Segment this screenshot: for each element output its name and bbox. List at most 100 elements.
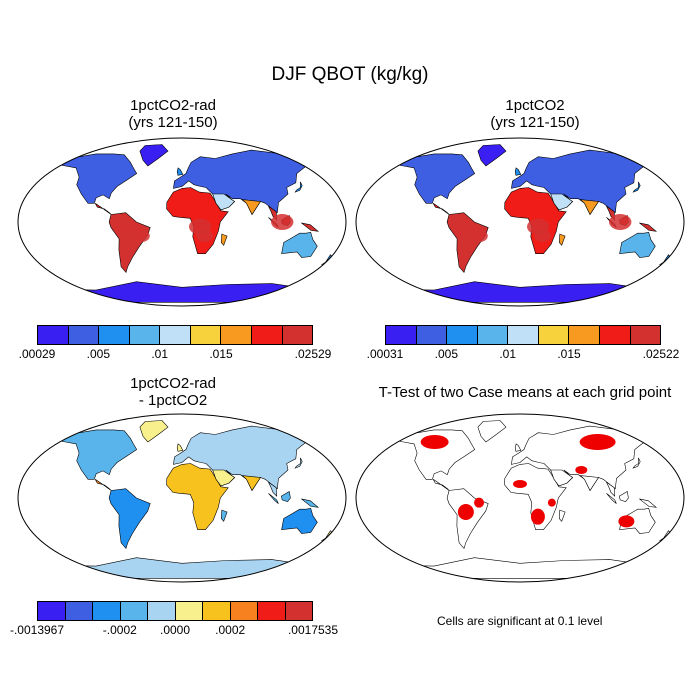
colorbar-panel-3 [37, 601, 313, 621]
significant-cells [530, 508, 545, 525]
landmass-borneo [618, 491, 629, 503]
map-panel-3-difference [17, 413, 347, 583]
colorbar-swatch [599, 326, 631, 344]
colorbar-swatch [230, 602, 258, 620]
colorbar-tick-label: .02529 [294, 347, 332, 361]
map-border [17, 413, 347, 583]
colorbar-swatch [38, 602, 66, 620]
landmass-india [241, 475, 262, 492]
landmass-northAmerica [55, 429, 138, 480]
landmass-australia [281, 231, 318, 258]
landmass-newGuinea [301, 222, 320, 232]
colorbar-swatch [120, 602, 148, 620]
landmass-uk [176, 443, 184, 452]
landmass-northAmerica [55, 153, 138, 204]
landmass-japan [294, 181, 303, 193]
landmass-northAmerica [393, 429, 476, 480]
colorbar-tick-label: .00031 [366, 347, 404, 361]
colorbar-tick-label: .01 [151, 347, 168, 361]
colorbar-tick-label: .0017535 [287, 623, 339, 637]
colorbar-swatch [221, 326, 252, 344]
colorbar-tick-label: .005 [86, 347, 111, 361]
colorbar-tick-label: .01 [499, 347, 516, 361]
landmass-africa [166, 463, 229, 530]
humid-region [196, 230, 213, 242]
colorbar-swatch [68, 326, 100, 344]
landmass-japan [632, 181, 641, 193]
colorbar-swatch [38, 326, 69, 344]
map-border [355, 413, 685, 583]
humid-region [534, 230, 551, 242]
colorbar-swatch [285, 602, 312, 620]
landmass-newGuinea [639, 222, 658, 232]
landmass-southAmerica [108, 488, 151, 550]
landmass-madagascar [558, 233, 566, 246]
landmass-japan [294, 457, 303, 469]
colorbar-swatch [447, 326, 478, 344]
panel-4-title: T-Test of two Case means at each grid po… [378, 384, 672, 401]
colorbar-tick-label: .02522 [642, 347, 680, 361]
landmass-greenland [139, 420, 169, 443]
landmass-australia [619, 231, 656, 258]
colorbar-tick-label: .005 [434, 347, 459, 361]
map-panel-1 [17, 137, 347, 307]
panel-2-title: 1pctCO2 (yrs 121-150) [490, 97, 580, 131]
panel-3-title: 1pctCO2-rad - 1pctCO2 [130, 375, 216, 409]
landmass-centralAmerica [94, 203, 112, 215]
landmass-seAsia [606, 481, 616, 497]
significant-cells [618, 515, 635, 528]
colorbar-swatch [203, 602, 231, 620]
landmass-centralAmerica [432, 479, 450, 491]
landmass-sumatra [606, 493, 617, 504]
landmass-japan [632, 457, 641, 469]
colorbar-swatch [93, 602, 121, 620]
colorbar-swatch [175, 602, 203, 620]
colorbar-swatch [282, 326, 313, 344]
colorbar-swatch [569, 326, 600, 344]
landmass-nz [659, 254, 671, 266]
colorbar-panel-2 [385, 325, 661, 345]
landmass-australia [619, 507, 656, 534]
colorbar-panel-1 [37, 325, 313, 345]
colorbar-tick-label: .015 [557, 347, 581, 361]
landmass-australia [281, 507, 318, 534]
humid-region [133, 230, 150, 242]
landmass-borneo [280, 491, 291, 503]
colorbar-swatch [148, 602, 176, 620]
landmass-northAmerica [393, 153, 476, 204]
landmass-antarctica [51, 557, 313, 579]
colorbar-swatch [99, 326, 130, 344]
colorbar-swatch [416, 326, 448, 344]
landmass-india [241, 199, 262, 216]
significant-cells [547, 498, 556, 507]
colorbar-tick-label: .0000 [159, 623, 191, 637]
colorbar-swatch [477, 326, 509, 344]
significant-cells [575, 466, 588, 474]
map-border [17, 137, 347, 307]
landmass-antarctica [389, 557, 651, 579]
landmass-newGuinea [639, 498, 658, 508]
landmass-greenland [477, 144, 507, 167]
colorbar-swatch [386, 326, 417, 344]
landmass-uk [514, 167, 522, 176]
landmass-arabia [550, 469, 574, 487]
colorbar-tick-label: .0002 [215, 623, 246, 637]
landmass-arabia [550, 193, 574, 211]
landmass-india [579, 475, 600, 492]
colorbar-swatch [538, 326, 570, 344]
landmass-antarctica [51, 281, 313, 303]
significance-note: Cells are significant at 0.1 level [437, 614, 603, 628]
colorbar-tick-label: -.0013967 [9, 623, 65, 637]
colorbar-tick-label: .00029 [18, 347, 56, 361]
colorbar-tick-label: -.0002 [102, 623, 137, 637]
landmass-nz [659, 530, 671, 542]
humid-region [609, 214, 632, 230]
landmass-seAsia [268, 481, 278, 497]
colorbar-swatch [258, 602, 286, 620]
colorbar-swatch [251, 326, 283, 344]
landmass-nz [321, 254, 333, 266]
landmass-sumatra [268, 493, 279, 504]
landmass-greenland [139, 144, 169, 167]
landmass-arabia [212, 469, 236, 487]
landmass-antarctica [389, 281, 651, 303]
